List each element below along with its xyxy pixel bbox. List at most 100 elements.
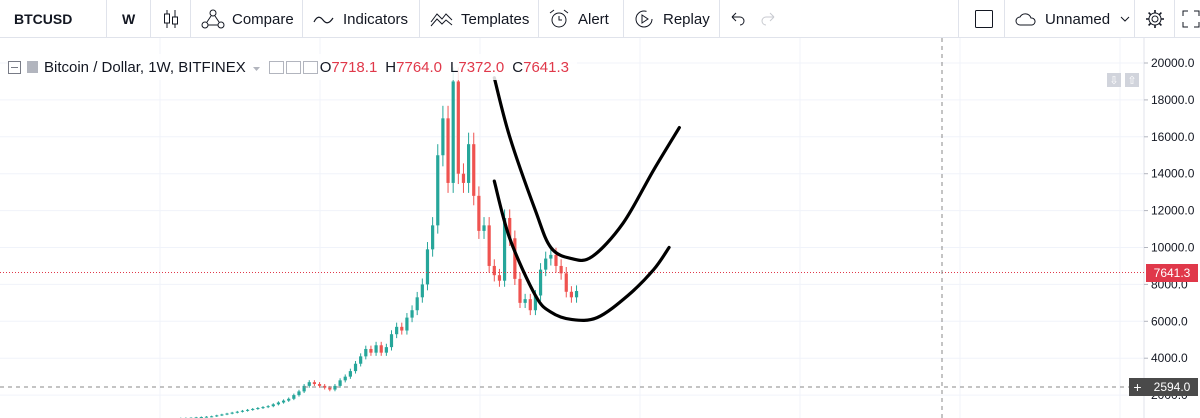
scale-down-icon[interactable]: ⇩ [1107, 73, 1121, 87]
redo-icon [758, 9, 778, 29]
candle-body [497, 275, 502, 281]
candle-body [472, 144, 476, 196]
eye-icon[interactable] [268, 60, 284, 74]
price-tick-label: 12000.0 [1151, 204, 1195, 218]
candle-body [410, 310, 414, 318]
candle-body [487, 225, 491, 266]
layout-name-label: Unnamed [1045, 10, 1111, 28]
expand-button[interactable] [1182, 0, 1200, 38]
candle-body [297, 391, 301, 396]
chart-style-button[interactable] [162, 0, 180, 38]
candle-body [400, 326, 404, 331]
candle-body [353, 363, 358, 372]
interval-button[interactable]: W [122, 0, 135, 38]
replay-label: Replay [663, 10, 710, 28]
candle-body [204, 416, 209, 418]
series-menu-chevron-icon[interactable] [252, 59, 261, 76]
collapse-icon[interactable] [8, 60, 21, 74]
settings-mini-icon[interactable] [285, 60, 301, 74]
candle-body [492, 265, 496, 276]
layout-name-button[interactable]: Unnamed [1014, 0, 1130, 38]
alert-label: Alert [578, 10, 609, 28]
undo-button[interactable] [728, 0, 748, 38]
expand-icon [1182, 10, 1200, 28]
price-tick-label: 4000.0 [1151, 351, 1188, 365]
compare-button[interactable]: Compare [200, 0, 294, 38]
candle-body [446, 118, 450, 183]
candle-body [523, 299, 527, 303]
candle-body [528, 299, 532, 311]
compare-label: Compare [232, 10, 294, 28]
toolbar-divider [719, 0, 720, 38]
candle-body [425, 249, 430, 285]
candle-body [477, 195, 481, 231]
symbol-search[interactable]: BTCUSD [14, 0, 72, 38]
lower-cup-curve [492, 179, 671, 322]
toolbar-divider [419, 0, 420, 38]
candle-body [323, 385, 327, 388]
candle-body [395, 326, 399, 335]
candle-body [544, 258, 548, 270]
add-crosshair-button[interactable]: + [1129, 378, 1146, 396]
candle-body [276, 402, 281, 405]
templates-button[interactable]: Templates [430, 0, 529, 38]
indicators-label: Indicators [343, 10, 409, 28]
price-tick-label: 6000.0 [1151, 314, 1188, 328]
gear-icon [1144, 8, 1166, 30]
candle-body [559, 265, 563, 274]
candle-body [369, 348, 373, 353]
candle-body [240, 410, 245, 412]
price-tick-label: 10000.0 [1151, 241, 1195, 255]
chevron-down-icon [1120, 15, 1130, 23]
price-chart[interactable]: 20000.0 18000.0 16000.0 14000.0 12000.0 10000… [0, 38, 1200, 418]
candle-body [210, 416, 214, 418]
redo-button[interactable] [758, 0, 778, 38]
candle-body [502, 217, 507, 281]
high-value: 7764.0 [396, 58, 443, 76]
candle-body [533, 295, 538, 311]
candle-body [225, 413, 229, 415]
fullscreen-toggle-button[interactable] [974, 0, 994, 38]
candle-body [405, 317, 409, 331]
scale-up-icon[interactable]: ⇧ [1125, 73, 1139, 87]
candle-body [564, 273, 568, 292]
candle-body [220, 414, 224, 416]
toolbar-divider [150, 0, 151, 38]
series-title[interactable]: Bitcoin / Dollar, 1W, BITFINEX [44, 58, 246, 76]
toolbar-divider [106, 0, 107, 38]
price-tick-label: 16000.0 [1151, 130, 1195, 144]
price-tick-label: 18000.0 [1151, 93, 1195, 107]
candle-body [374, 345, 378, 353]
candle-body [312, 382, 316, 385]
candle-body [292, 395, 296, 399]
candle-body [456, 81, 460, 174]
candle-body [287, 398, 291, 401]
toolbar-divider [302, 0, 303, 38]
candle-body [215, 415, 219, 417]
price-axis-bg [1144, 38, 1200, 418]
low-value: 7372.0 [458, 58, 505, 76]
price-axis: 20000.0 18000.0 16000.0 14000.0 12000.0 10000… [1144, 56, 1195, 402]
series-legend: Bitcoin / Dollar, 1W, BITFINEX O 7718.1 … [8, 54, 577, 80]
indicators-icon [313, 8, 335, 30]
candle-body [266, 406, 270, 408]
toolbar-divider [190, 0, 191, 38]
price-tick-label: 20000.0 [1151, 56, 1195, 70]
settings-button[interactable] [1144, 0, 1166, 38]
candle-body [467, 144, 471, 183]
alert-button[interactable]: Alert [548, 0, 609, 38]
candle-body [389, 334, 394, 348]
remove-mini-icon[interactable] [302, 60, 318, 74]
candle-body [333, 385, 337, 390]
undo-icon [728, 9, 748, 29]
candle-body [230, 412, 234, 414]
candle-body [359, 356, 363, 364]
indicators-button[interactable]: Indicators [313, 0, 408, 38]
square-icon [974, 9, 994, 29]
candle-body [302, 385, 306, 392]
toolbar-divider [958, 0, 959, 38]
replay-button[interactable]: Replay [633, 0, 710, 38]
cloud-icon [1014, 10, 1038, 28]
candle-body [245, 409, 250, 411]
candle-body [235, 411, 239, 413]
